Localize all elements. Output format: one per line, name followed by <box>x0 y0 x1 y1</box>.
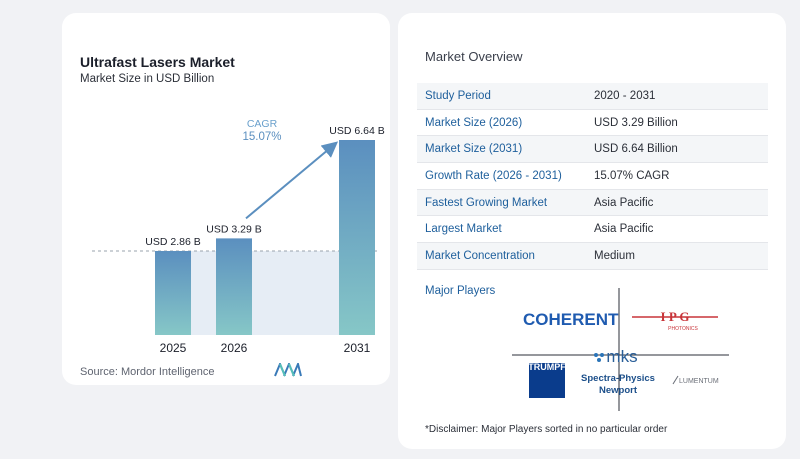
ipg-logo-text: I P G <box>661 309 690 324</box>
lumentum-logo: LUMENTUM <box>672 375 719 385</box>
trumpf-logo-text: TRUMPF <box>528 362 566 372</box>
mks-logo: mks Spectra-Physics Newport <box>581 347 655 396</box>
trumpf-logo: TRUMPF <box>528 362 566 398</box>
row-value: 15.07% CAGR <box>594 169 670 182</box>
x-tick-2025: 2025 <box>160 341 187 355</box>
chart-title: Ultrafast Lasers Market <box>80 54 235 70</box>
row-label: Market Concentration <box>425 249 535 262</box>
bar-2031 <box>339 140 375 335</box>
overview-row: Market Size (2026) USD 3.29 Billion <box>417 110 768 137</box>
overview-title: Market Overview <box>425 49 523 64</box>
row-label: Fastest Growing Market <box>425 196 548 209</box>
overview-row: Growth Rate (2026 - 2031) 15.07% CAGR <box>417 163 768 190</box>
row-label: Market Size (2026) <box>425 116 523 129</box>
row-value: USD 6.64 Billion <box>594 143 678 156</box>
overview-table: Study Period 2020 - 2031 Market Size (202… <box>417 83 768 270</box>
x-tick-2031: 2031 <box>344 341 371 355</box>
row-value: USD 3.29 Billion <box>594 116 678 129</box>
row-value: Medium <box>594 249 635 262</box>
ipg-logo: I P G PHOTONICS <box>632 309 718 332</box>
market-overview-panel: Market Overview Study Period 2020 - 2031 … <box>398 13 786 449</box>
bar-2025 <box>155 251 191 335</box>
mordor-logo-icon <box>274 363 302 377</box>
overview-row: Study Period 2020 - 2031 <box>417 83 768 110</box>
row-value: Asia Pacific <box>594 223 654 236</box>
overview-row: Largest Market Asia Pacific <box>417 216 768 244</box>
data-label-2031: USD 6.64 B <box>329 125 384 137</box>
player-logos: COHERENT I P G PHOTONICS TRUMPF mks Spec… <box>512 288 729 411</box>
coherent-logo-text: COHERENT <box>523 310 619 329</box>
chart-subtitle: Market Size in USD Billion <box>80 73 215 85</box>
chart-card: Ultrafast Lasers Market Market Size in U… <box>62 13 390 385</box>
data-label-2026: USD 3.29 B <box>206 223 261 235</box>
overview-row: Fastest Growing Market Asia Pacific <box>417 189 768 217</box>
row-label: Largest Market <box>425 223 502 236</box>
lumentum-logo-text: LUMENTUM <box>679 378 719 385</box>
source-text: Source: Mordor Intelligence <box>80 366 215 378</box>
row-label: Growth Rate (2026 - 2031) <box>425 169 562 182</box>
row-value: Asia Pacific <box>594 196 654 209</box>
coherent-logo: COHERENT <box>523 310 619 329</box>
mks-logo-text: mks <box>606 347 637 366</box>
cagr-label: CAGR <box>247 118 278 130</box>
cagr-arrow <box>245 141 339 220</box>
bar-2026 <box>216 238 252 335</box>
x-tick-2026: 2026 <box>221 341 248 355</box>
row-label: Study Period <box>425 89 491 102</box>
row-label: Market Size (2031) <box>425 143 523 156</box>
overview-row: Market Size (2031) USD 6.64 Billion <box>417 136 768 164</box>
row-value: 2020 - 2031 <box>594 89 656 102</box>
newport-text: Newport <box>599 385 638 396</box>
ipg-logo-subtext: PHOTONICS <box>668 326 698 332</box>
major-players-title: Major Players <box>425 285 496 297</box>
bar-chart: USD 2.86 B 2025 USD 3.29 B 2026 USD 6.64 B 20… <box>92 118 385 355</box>
spectra-physics-text: Spectra-Physics <box>581 373 655 384</box>
data-label-2025: USD 2.86 B <box>145 236 200 248</box>
cagr-value: 15.07% <box>242 131 281 143</box>
disclaimer-text: *Disclaimer: Major Players sorted in no … <box>425 424 668 435</box>
overview-row: Market Concentration Medium <box>417 243 768 270</box>
